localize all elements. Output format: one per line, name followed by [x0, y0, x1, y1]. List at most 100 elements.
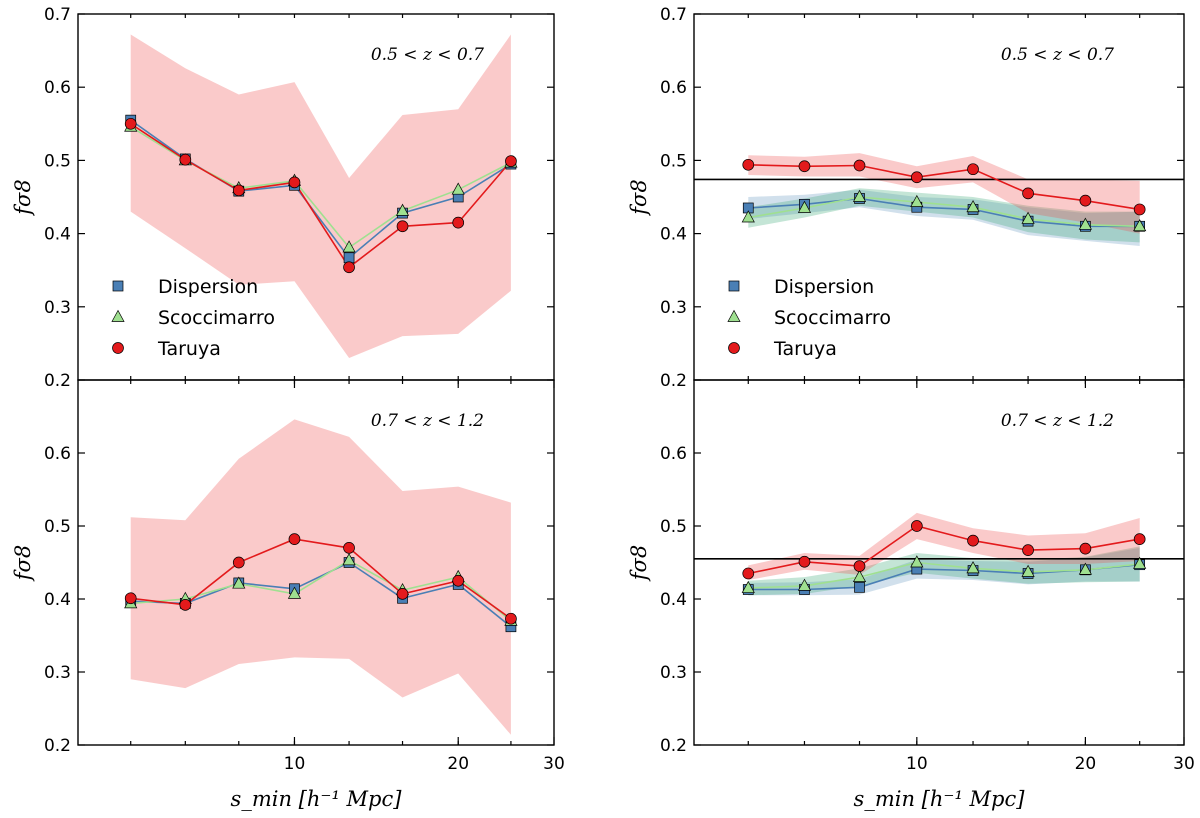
point-scoccimarro [852, 189, 867, 202]
point-scoccimarro [287, 586, 302, 599]
point-taruya [452, 216, 465, 229]
y-tick-label: 0.5 [44, 517, 71, 537]
point-taruya [1079, 542, 1092, 555]
legend-marker-scoccimarro [111, 309, 125, 322]
y-tick-label: 0.4 [660, 225, 687, 245]
y-tick-label: 0.2 [660, 371, 687, 391]
point-taruya [967, 163, 979, 176]
y-tick-label: 0.3 [44, 663, 71, 683]
legend: Dispersion Scoccimarro Taruya [727, 276, 891, 360]
redshift-range-label: 0.5 < z < 0.7 [1001, 45, 1114, 65]
point-taruya [853, 560, 866, 573]
point-taruya [910, 171, 923, 184]
point-taruya [396, 220, 409, 233]
point-scoccimarro [342, 240, 356, 253]
point-taruya [396, 588, 409, 600]
legend-label-taruya: Taruya [773, 338, 837, 360]
series-line-taruya [130, 538, 512, 620]
x-tick-label: 20 [1075, 754, 1097, 774]
point-taruya [742, 567, 755, 580]
series-line-scoccimarro [748, 561, 1140, 589]
y-tick-label: 0.7 [660, 5, 687, 25]
point-scoccimarro [910, 555, 924, 568]
x-tick-label: 10 [284, 754, 306, 774]
legend-marker-dispersion [112, 280, 124, 292]
y-tick-label: 0.6 [44, 444, 71, 464]
legend-label-taruya: Taruya [157, 338, 221, 360]
point-taruya [232, 184, 245, 197]
legend-marker-dispersion [728, 280, 740, 292]
legend: Dispersion Scoccimarro Taruya [111, 276, 275, 360]
legend-marker-taruya [728, 342, 740, 354]
series-line-dispersion [748, 197, 1140, 228]
series-line-taruya [748, 525, 1140, 575]
point-taruya [505, 155, 517, 167]
point-scoccimarro [1133, 219, 1147, 232]
point-scoccimarro [1078, 217, 1092, 230]
point-scoccimarro [741, 580, 755, 593]
point-taruya [742, 158, 755, 171]
y-axis-label: fσ8 [627, 179, 651, 216]
x-tick-label: 30 [1173, 754, 1195, 774]
point-scoccimarro [797, 578, 812, 591]
point-taruya [1133, 533, 1146, 545]
point-taruya [343, 261, 355, 274]
panel-top-right: 0.2 0.3 0.4 0.5 0.6 0.7 0.5 < z < 0.7 fσ8 Disper… [627, 5, 1185, 391]
point-scoccimarro [1021, 211, 1035, 224]
point-taruya [1079, 194, 1092, 207]
series-line-taruya [130, 123, 512, 269]
panel-bottom-right: 0.2 0.3 0.4 0.5 0.6 10 20 30 0.7 < z < 1.2 fσ8 s_m… [627, 379, 1195, 811]
series-line-taruya [748, 164, 1140, 211]
y-tick-label: 0.5 [660, 151, 687, 171]
panel-bottom-left: 0.2 0.3 0.4 0.5 0.6 10 20 30 0.7 < z < 1.2 fσ8 s_m… [11, 379, 565, 811]
y-tick-label: 0.5 [44, 151, 71, 171]
point-dispersion [343, 252, 355, 264]
redshift-range-label: 0.7 < z < 1.2 [1001, 411, 1114, 431]
panel-top-left: 0.2 0.3 0.4 0.5 0.6 0.7 0.5 < z < 0.7 fσ8 Disper… [11, 5, 555, 391]
point-taruya [288, 533, 301, 545]
point-scoccimarro [1078, 562, 1092, 575]
y-tick-label: 0.4 [660, 590, 687, 610]
point-dispersion [854, 581, 865, 593]
point-taruya [179, 153, 192, 166]
point-scoccimarro [966, 561, 980, 574]
axes-frame [693, 379, 1185, 746]
point-taruya [179, 598, 192, 611]
band-taruya [130, 34, 511, 358]
redshift-range-label: 0.7 < z < 1.2 [371, 411, 484, 431]
point-scoccimarro [797, 200, 812, 213]
legend-label-dispersion: Dispersion [158, 276, 258, 298]
point-taruya [343, 542, 355, 554]
point-scoccimarro [232, 576, 246, 589]
x-axis-label: s_min [h⁻¹ Mpc] [854, 787, 1026, 811]
y-tick-label: 0.3 [660, 663, 687, 683]
series-line-scoccimarro [748, 196, 1140, 228]
legend-label-dispersion: Dispersion [774, 276, 874, 298]
y-tick-label: 0.7 [44, 5, 71, 25]
point-scoccimarro [852, 569, 867, 582]
point-taruya [853, 159, 866, 172]
y-tick-label: 0.3 [660, 298, 687, 318]
redshift-range-label: 0.5 < z < 0.7 [371, 45, 484, 65]
y-tick-label: 0.5 [660, 517, 687, 537]
x-tick-label: 30 [543, 754, 565, 774]
band-taruya [748, 512, 1140, 580]
band-taruya [748, 153, 1140, 234]
y-tick-label: 0.4 [44, 225, 71, 245]
point-scoccimarro [451, 182, 465, 195]
point-taruya [505, 612, 517, 625]
point-taruya [124, 117, 137, 130]
y-tick-label: 0.2 [660, 736, 687, 756]
band-dispersion [748, 547, 1140, 596]
point-scoccimarro [342, 553, 356, 566]
y-tick-label: 0.4 [44, 590, 71, 610]
point-taruya [288, 176, 301, 189]
band-dispersion [748, 189, 1140, 246]
legend-marker-taruya [112, 342, 124, 354]
point-taruya [910, 520, 923, 532]
point-taruya [232, 556, 245, 569]
point-scoccimarro [910, 194, 924, 207]
legend-label-scoccimarro: Scoccimarro [158, 307, 275, 329]
point-taruya [798, 555, 811, 568]
